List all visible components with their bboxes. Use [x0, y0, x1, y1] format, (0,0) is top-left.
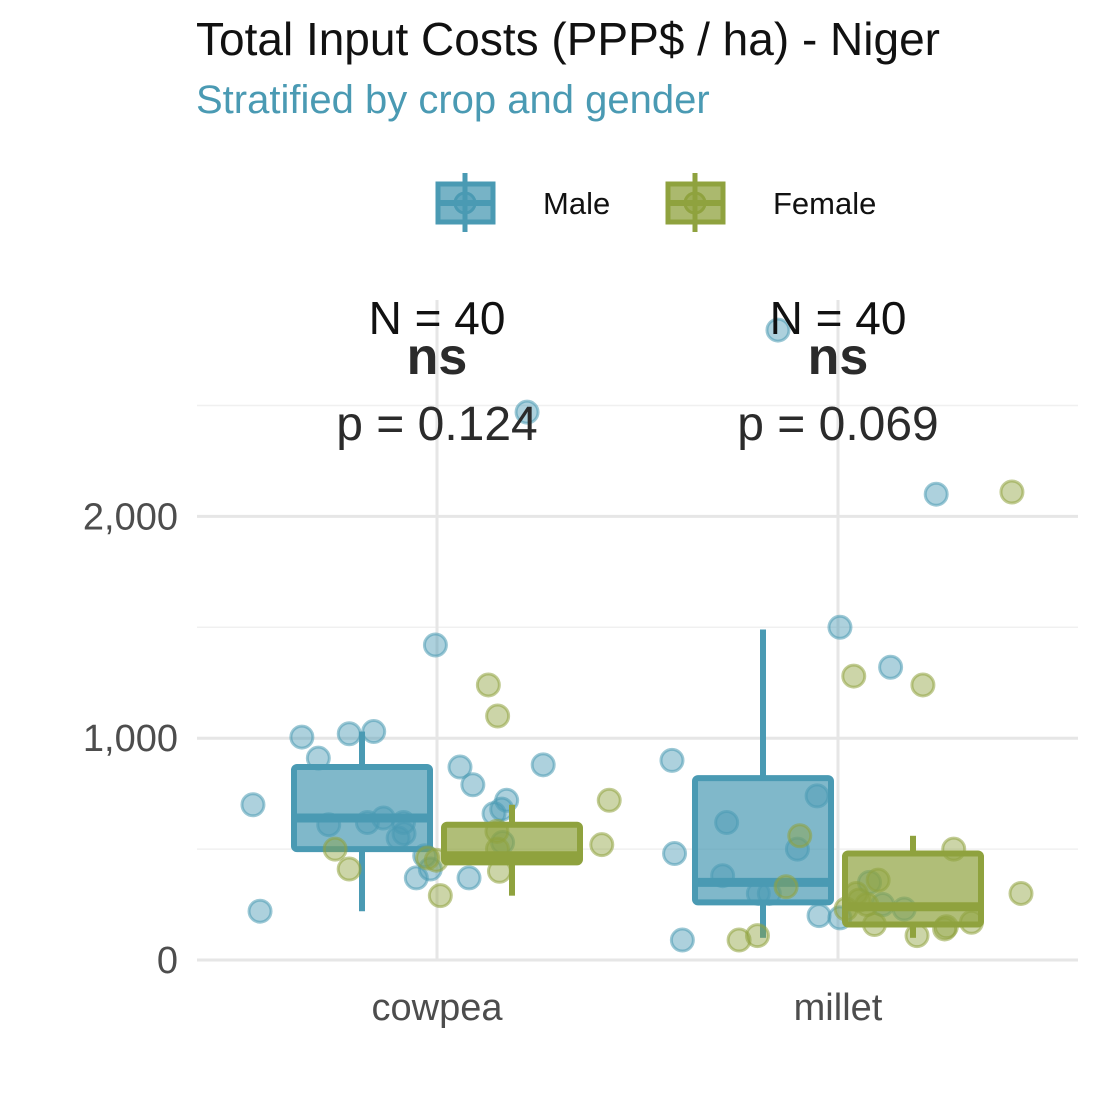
chart-title: Total Input Costs (PPP$ / ha) - Niger — [196, 13, 940, 65]
data-point — [530, 752, 556, 778]
significance-label: ns — [407, 328, 468, 386]
data-point — [460, 772, 486, 798]
y-tick-label: 0 — [157, 940, 178, 982]
significance-label: ns — [808, 328, 869, 386]
data-point — [336, 856, 362, 882]
box-female-cowpea — [441, 804, 583, 896]
data-point — [427, 883, 453, 909]
data-point — [923, 481, 949, 507]
y-tick-label: 1,000 — [83, 718, 178, 760]
data-point — [669, 927, 695, 953]
data-point — [787, 823, 813, 849]
chart-subtitle: Stratified by crop and gender — [196, 78, 710, 122]
legend-label: Male — [543, 186, 610, 221]
legend-label: Female — [773, 186, 876, 221]
data-point — [322, 836, 348, 862]
x-tick-label: cowpea — [372, 987, 504, 1029]
data-point — [514, 399, 540, 425]
data-point — [596, 787, 622, 813]
data-point — [910, 672, 936, 698]
data-point — [456, 865, 482, 891]
data-point — [999, 479, 1025, 505]
legend-key-point — [683, 191, 707, 215]
box-iqr — [291, 764, 433, 853]
data-point — [878, 654, 904, 680]
box-iqr — [692, 775, 834, 906]
data-point — [403, 865, 429, 891]
data-point — [289, 724, 315, 750]
sample-size-label: N = 40 — [369, 292, 506, 344]
data-point — [336, 721, 362, 747]
data-point — [744, 923, 770, 949]
box-iqr — [842, 850, 984, 928]
data-point — [422, 632, 448, 658]
box-male-millet — [692, 629, 834, 938]
data-point — [904, 923, 930, 949]
legend-item-male: Male — [435, 173, 610, 232]
box-male-cowpea — [291, 731, 433, 912]
data-point — [361, 719, 387, 745]
data-point — [1008, 880, 1034, 906]
data-point — [240, 792, 266, 818]
data-point — [247, 898, 273, 924]
y-tick-label: 2,000 — [83, 496, 178, 538]
data-point — [659, 747, 685, 773]
data-point — [662, 841, 688, 867]
data-point — [806, 903, 832, 929]
legend-key-point — [453, 191, 477, 215]
data-point — [475, 672, 501, 698]
legend-item-female: Female — [665, 173, 876, 232]
data-point — [485, 703, 511, 729]
box-female-millet — [842, 835, 984, 938]
x-tick-label: millet — [794, 987, 883, 1029]
sample-size-label: N = 40 — [770, 292, 907, 344]
p-value-label: p = 0.124 — [336, 398, 538, 451]
data-point — [447, 754, 473, 780]
p-value-label: p = 0.069 — [737, 398, 939, 451]
data-point — [841, 663, 867, 689]
data-point — [765, 317, 791, 343]
data-point — [589, 832, 615, 858]
data-point — [773, 874, 799, 900]
data-point — [415, 845, 441, 871]
data-point — [726, 927, 752, 953]
data-point — [827, 614, 853, 640]
